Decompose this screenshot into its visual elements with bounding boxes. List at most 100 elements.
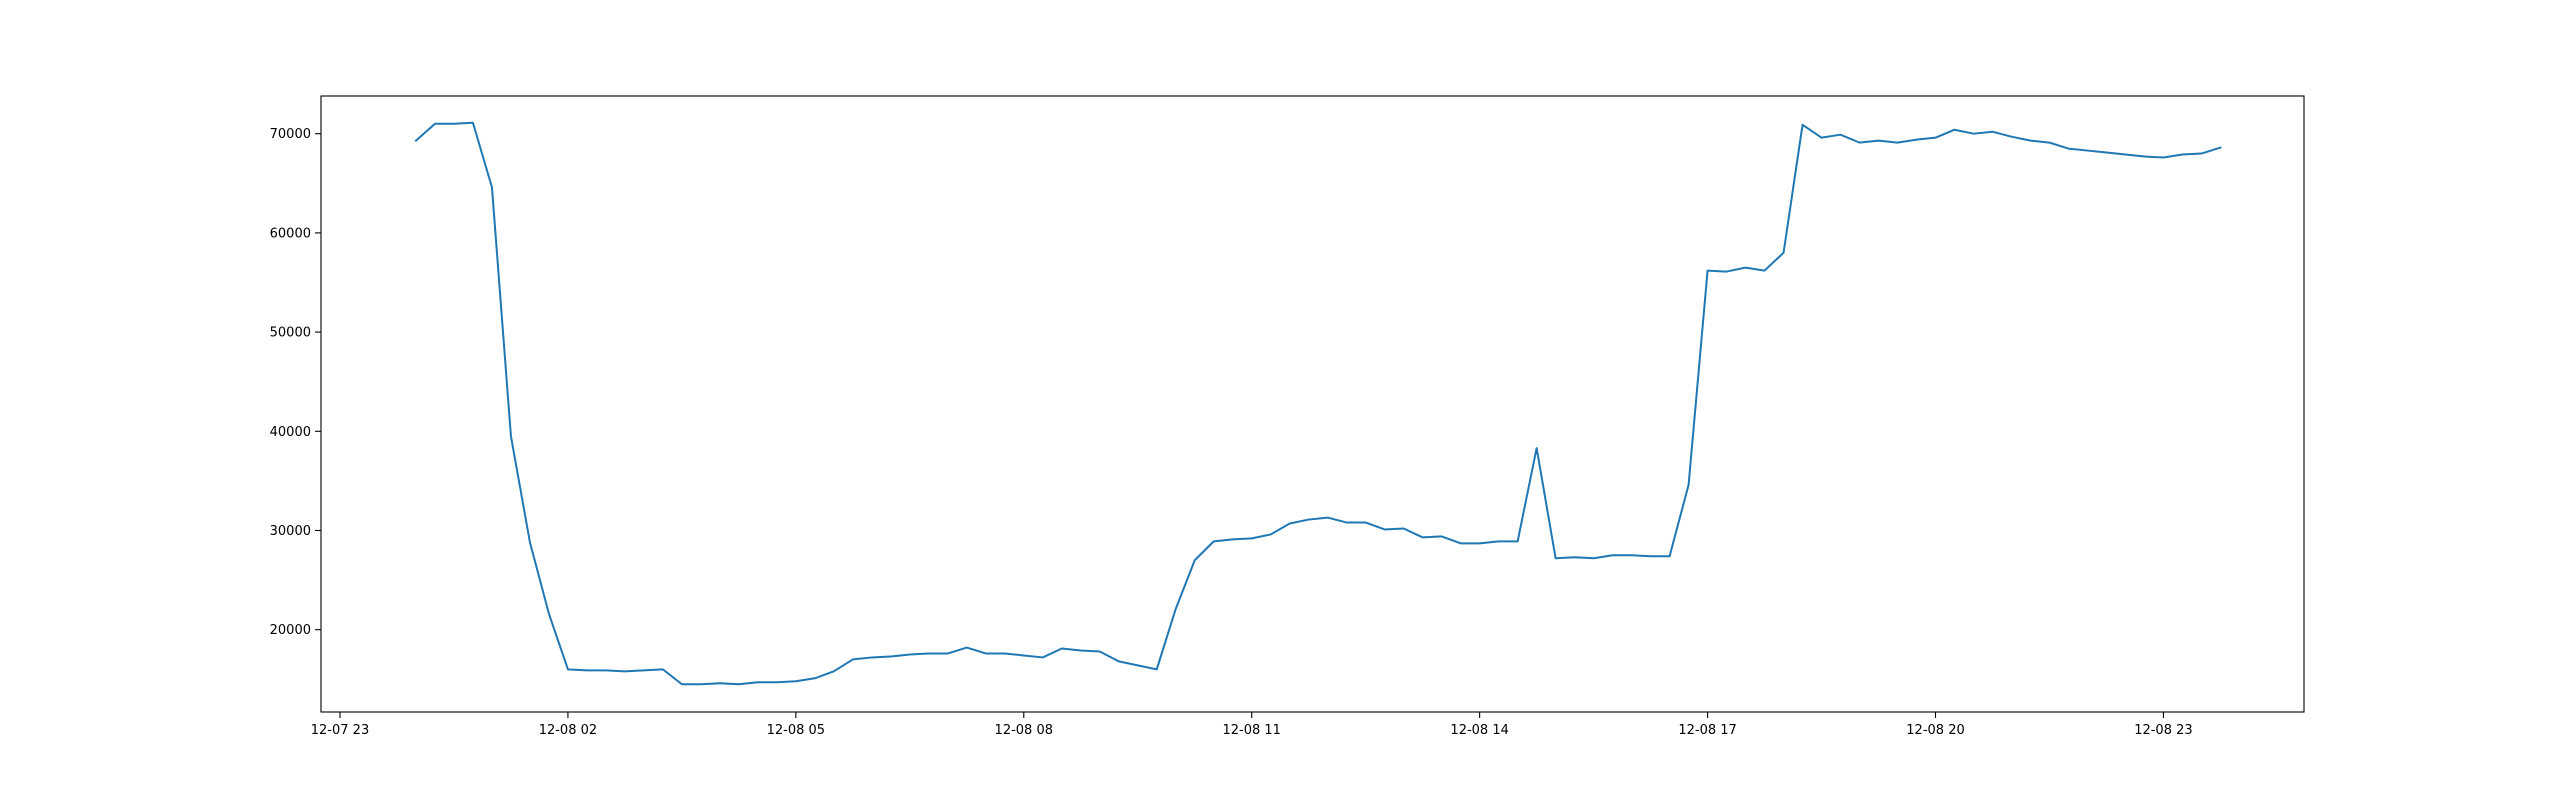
data-point bbox=[1231, 537, 1235, 541]
data-point bbox=[1782, 251, 1786, 255]
data-point bbox=[908, 652, 912, 656]
data-point bbox=[566, 667, 570, 671]
data-point bbox=[1953, 128, 1957, 132]
data-point bbox=[2104, 151, 2108, 155]
y-tick-label: 60000 bbox=[270, 226, 311, 241]
data-point bbox=[509, 434, 513, 438]
data-point bbox=[1858, 141, 1862, 145]
data-point bbox=[414, 139, 418, 143]
data-point bbox=[2123, 153, 2127, 157]
data-point bbox=[1990, 130, 1994, 134]
data-point bbox=[1934, 136, 1938, 140]
x-tick-label: 12-07 23 bbox=[311, 723, 369, 738]
data-point bbox=[794, 679, 798, 683]
data-point bbox=[1174, 607, 1178, 611]
data-point bbox=[1383, 527, 1387, 531]
y-tick-label: 20000 bbox=[270, 623, 311, 638]
data-point bbox=[1877, 139, 1881, 143]
data-point bbox=[528, 540, 532, 544]
data-point bbox=[1193, 558, 1197, 562]
data-point bbox=[813, 676, 817, 680]
data-point bbox=[661, 667, 665, 671]
data-point bbox=[585, 668, 589, 672]
data-point bbox=[1839, 133, 1843, 137]
data-point bbox=[490, 185, 494, 189]
series-layer bbox=[414, 121, 2222, 686]
y-tick-label: 40000 bbox=[270, 425, 311, 440]
data-point bbox=[851, 657, 855, 661]
data-point bbox=[1022, 653, 1026, 657]
data-point bbox=[1060, 647, 1064, 651]
data-point bbox=[1801, 123, 1805, 127]
data-point bbox=[1269, 532, 1273, 536]
data-point bbox=[1288, 522, 1292, 526]
data-point bbox=[452, 122, 456, 126]
y-axis: 20000 30000 40000 50000 60000 70000 bbox=[270, 127, 321, 638]
x-axis: 12-07 23 12-08 02 12-08 05 12-08 08 12-08 11… bbox=[311, 712, 2193, 738]
data-point bbox=[1079, 649, 1083, 653]
x-tick-label: 12-08 05 bbox=[767, 723, 825, 738]
data-point bbox=[775, 680, 779, 684]
data-point bbox=[1915, 138, 1919, 142]
data-point bbox=[1763, 269, 1767, 273]
data-point bbox=[1573, 555, 1577, 559]
data-point bbox=[2047, 141, 2051, 145]
data-point bbox=[927, 651, 931, 655]
data-point bbox=[1896, 141, 1900, 145]
data-point bbox=[984, 651, 988, 655]
data-point bbox=[471, 121, 475, 125]
series-line bbox=[414, 121, 2222, 686]
data-point bbox=[1326, 516, 1330, 520]
data-point bbox=[1554, 556, 1558, 560]
data-point bbox=[1668, 554, 1672, 558]
data-point bbox=[1744, 266, 1748, 270]
data-point bbox=[1212, 539, 1216, 543]
data-point bbox=[680, 682, 684, 686]
data-point bbox=[965, 646, 969, 650]
data-point bbox=[1516, 539, 1520, 543]
data-point bbox=[1155, 667, 1159, 671]
data-point bbox=[2142, 155, 2146, 159]
data-point bbox=[1706, 269, 1710, 273]
data-point bbox=[718, 681, 722, 685]
x-tick-label: 12-08 08 bbox=[995, 723, 1053, 738]
data-point bbox=[1972, 132, 1976, 136]
data-point bbox=[1364, 521, 1368, 525]
data-point bbox=[1535, 446, 1539, 450]
data-point bbox=[1725, 270, 1729, 274]
data-point bbox=[1098, 649, 1102, 653]
data-point bbox=[433, 122, 437, 126]
data-point bbox=[699, 682, 703, 686]
y-tick-label: 30000 bbox=[270, 524, 311, 539]
data-point bbox=[2180, 153, 2184, 157]
data-point bbox=[1497, 539, 1501, 543]
data-point bbox=[547, 612, 551, 616]
data-point bbox=[1003, 651, 1007, 655]
data-point bbox=[1649, 554, 1653, 558]
data-point bbox=[756, 680, 760, 684]
data-point bbox=[2161, 156, 2165, 160]
data-point bbox=[623, 669, 627, 673]
data-point bbox=[604, 668, 608, 672]
data-point bbox=[1402, 526, 1406, 530]
data-point bbox=[642, 668, 646, 672]
y-tick-label: 70000 bbox=[270, 127, 311, 142]
data-point bbox=[737, 682, 741, 686]
data-point bbox=[946, 651, 950, 655]
data-point bbox=[1611, 553, 1615, 557]
data-point bbox=[2085, 149, 2089, 153]
data-point bbox=[1307, 518, 1311, 522]
x-tick-label: 12-08 23 bbox=[2134, 723, 2192, 738]
data-point bbox=[1459, 541, 1463, 545]
data-point bbox=[2066, 147, 2070, 151]
data-point bbox=[1345, 521, 1349, 525]
y-tick-label: 50000 bbox=[270, 326, 311, 341]
plot-area-frame bbox=[320, 95, 2305, 713]
x-tick-label: 12-08 14 bbox=[1450, 723, 1508, 738]
data-point bbox=[889, 654, 893, 658]
data-point bbox=[1250, 536, 1254, 540]
data-point bbox=[832, 669, 836, 673]
data-point bbox=[2028, 139, 2032, 143]
